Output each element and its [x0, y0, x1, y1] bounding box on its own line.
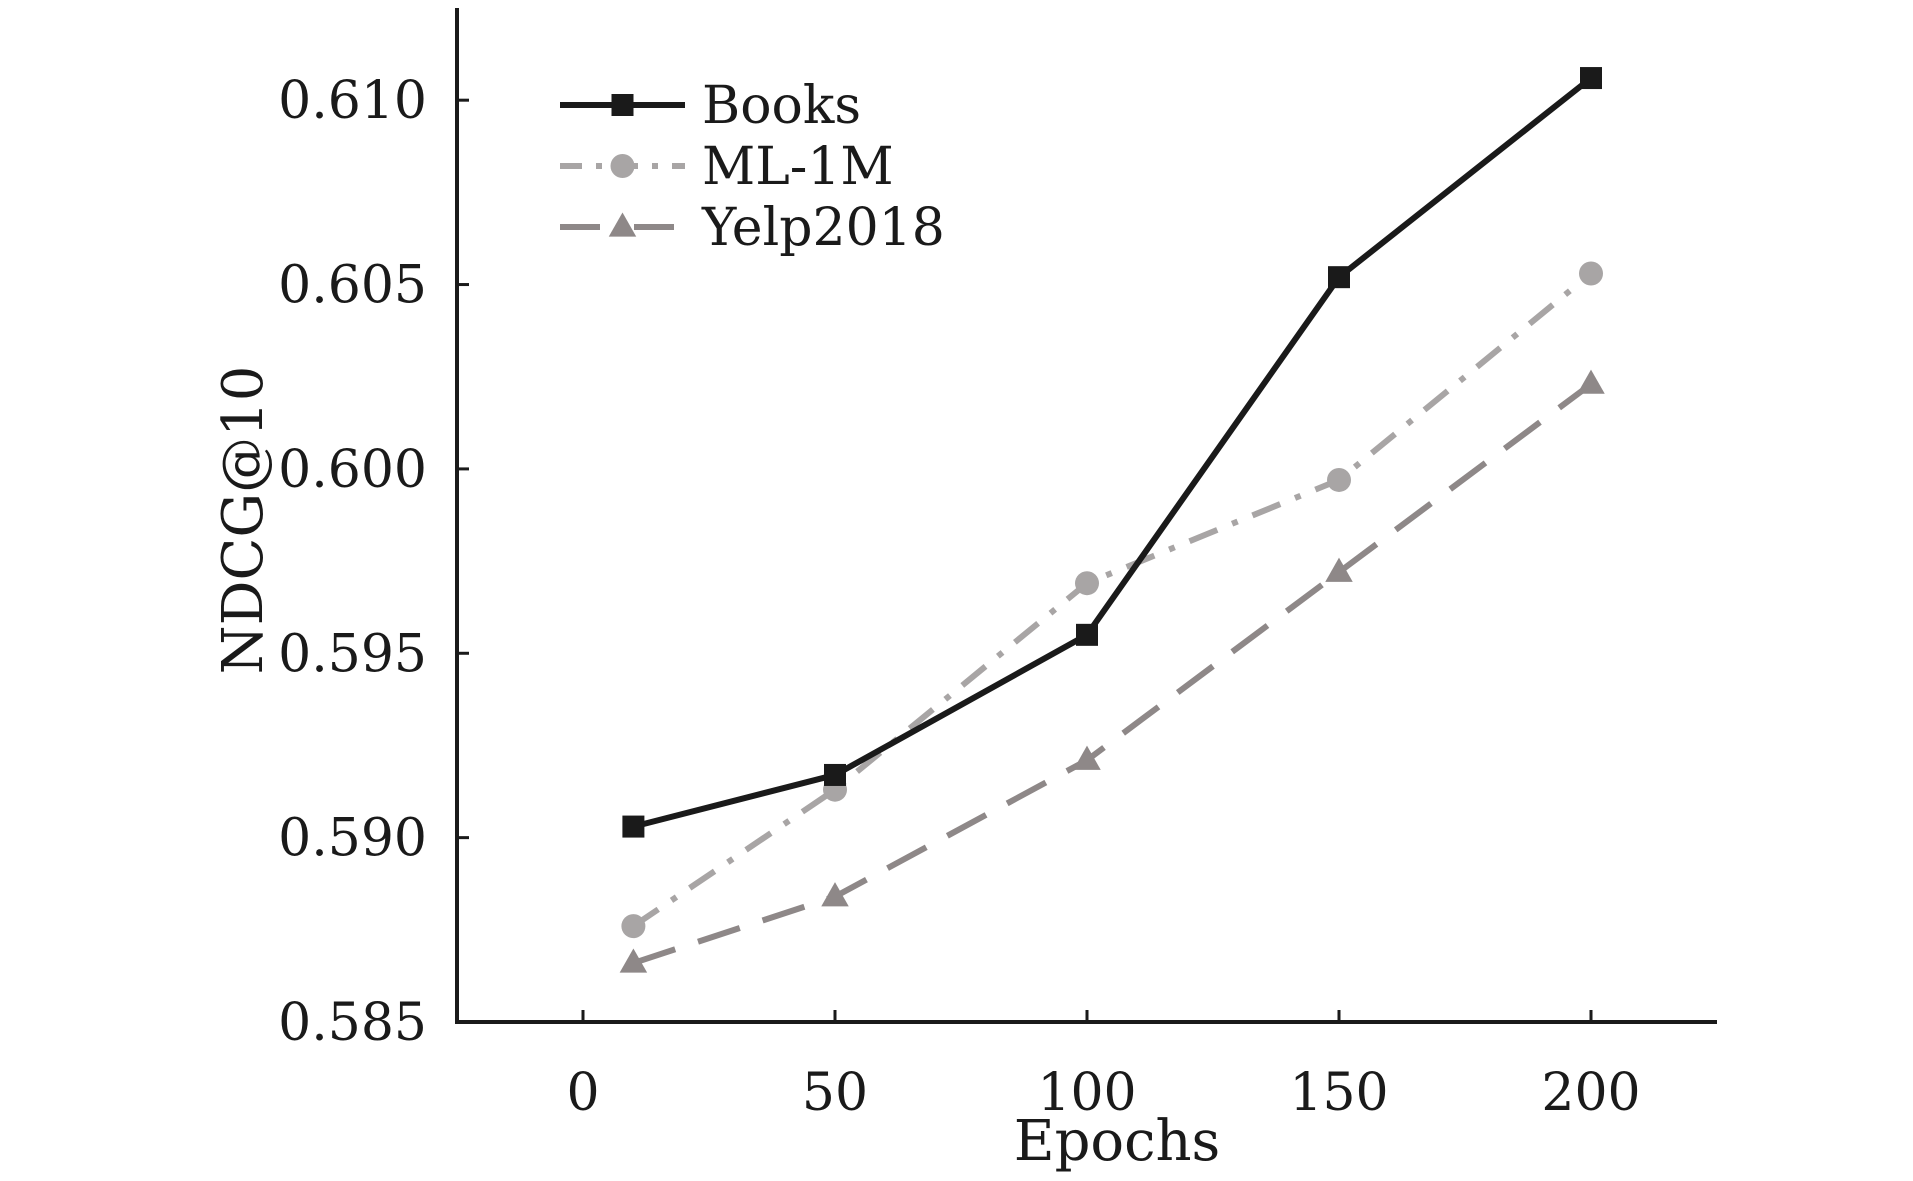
- data-point: [824, 763, 846, 786]
- legend-entry: ML-1M: [560, 137, 894, 197]
- series-group: [619, 67, 1605, 973]
- y-tick-label: 0.585: [278, 993, 427, 1053]
- legend-label: ML-1M: [702, 137, 894, 197]
- data-point: [1577, 369, 1605, 394]
- x-tick-label: 50: [802, 1063, 868, 1123]
- data-point: [619, 948, 648, 973]
- data-point: [1328, 266, 1350, 289]
- data-point: [1579, 261, 1603, 286]
- y-tick-label: 0.590: [278, 809, 427, 869]
- legend-marker: [611, 94, 634, 116]
- legend-marker: [610, 154, 635, 178]
- y-tick-label: 0.600: [278, 440, 427, 500]
- y-tick-label: 0.610: [278, 71, 427, 131]
- x-tick-label: 150: [1289, 1063, 1388, 1123]
- axes: [455, 8, 1717, 1024]
- data-point: [621, 914, 646, 939]
- x-tick-label: 100: [1037, 1063, 1136, 1123]
- data-point: [821, 882, 849, 907]
- data-point: [1325, 557, 1353, 582]
- y-tick-label: 0.605: [278, 256, 427, 316]
- x-axis-title: Epochs: [1014, 1109, 1221, 1174]
- legend-label: Books: [702, 76, 861, 136]
- data-point: [1076, 623, 1098, 646]
- series-line: [632, 381, 1593, 966]
- legend-entry: Books: [560, 76, 861, 136]
- tick-group: 0 50 100 150 200 0.585 0.590 0.595 0.600 0.605 0.6…: [278, 71, 1641, 1123]
- data-point: [622, 815, 645, 838]
- data-point: [1075, 571, 1099, 596]
- x-tick-label: 0: [566, 1063, 599, 1123]
- legend-entry: Yelp2018: [560, 198, 945, 258]
- x-tick-label: 200: [1541, 1063, 1640, 1123]
- data-point: [1580, 67, 1602, 90]
- y-axis-title: NDCG@10: [211, 366, 276, 675]
- data-point: [1327, 467, 1351, 492]
- series-ml-1m: [621, 261, 1603, 939]
- y-tick-label: 0.595: [278, 624, 427, 684]
- series-books: [622, 67, 1602, 838]
- legend-label: Yelp2018: [701, 198, 945, 258]
- legend-marker: [608, 212, 637, 237]
- data-point: [1073, 745, 1101, 770]
- series-yelp2018: [619, 369, 1605, 973]
